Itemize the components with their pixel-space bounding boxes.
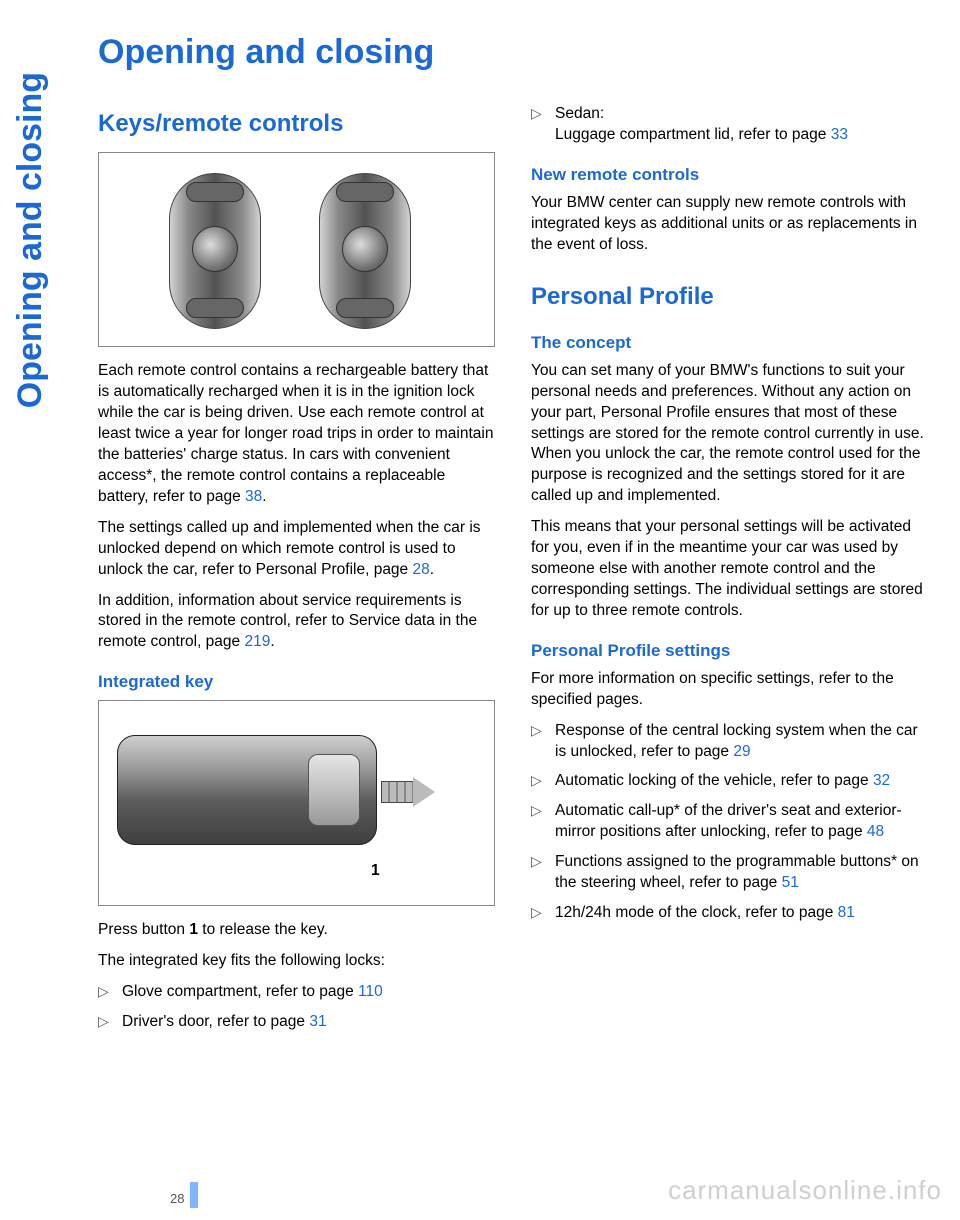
paragraph: You can set many of your BMW's functions… (531, 361, 928, 507)
heading-personal-profile: Personal Profile (531, 281, 928, 313)
page-indicator-bar (190, 1182, 198, 1208)
page-title: Opening and closing (98, 30, 928, 76)
watermark-brand: carmanualsonline.info (668, 1173, 942, 1208)
page-ref-link[interactable]: 48 (867, 823, 884, 840)
page-ref-link[interactable]: 81 (838, 904, 855, 921)
left-column: Keys/remote controls (98, 104, 495, 1042)
page-number: 28 (170, 1190, 184, 1208)
heading-new-remote: New remote controls (531, 164, 928, 187)
text: 12h/24h mode of the clock, refer to page (555, 904, 838, 921)
key-body-icon (117, 735, 377, 845)
page-ref-link[interactable]: 51 (782, 874, 799, 891)
page-content: Opening and closing Keys/remote controls (98, 30, 928, 1042)
side-tab-label: Opening and closing (8, 72, 54, 408)
list-item: Sedan: Luggage compartment lid, refer to… (531, 104, 928, 146)
heading-concept: The concept (531, 332, 928, 355)
text: . (262, 488, 266, 505)
page-ref-link[interactable]: 29 (733, 743, 750, 760)
remote-fob-icon (169, 173, 261, 329)
figure-integrated-key: 1 (98, 700, 495, 906)
text: . (270, 633, 274, 650)
text: Glove compartment, refer to page (122, 983, 358, 1000)
text: Luggage compartment lid, refer to page (555, 126, 831, 143)
text: Automatic locking of the vehicle, refer … (555, 772, 873, 789)
text: Automatic call-up* of the driver's seat … (555, 802, 902, 840)
page-ref-link[interactable]: 33 (831, 126, 848, 143)
page-number-area: 28 (170, 1182, 198, 1208)
paragraph: Press button 1 to release the key. (98, 920, 495, 941)
list-item: Response of the central locking system w… (531, 721, 928, 763)
paragraph: The settings called up and implemented w… (98, 518, 495, 581)
paragraph: Each remote control contains a rechargea… (98, 361, 495, 507)
list-item: Automatic call-up* of the driver's seat … (531, 801, 928, 843)
lock-list-cont: Sedan: Luggage compartment lid, refer to… (531, 104, 928, 146)
page-ref-link[interactable]: 28 (412, 561, 429, 578)
right-column: Sedan: Luggage compartment lid, refer to… (531, 104, 928, 1042)
figure-remote-fobs (98, 152, 495, 347)
callout-1: 1 (371, 861, 380, 882)
text: Sedan: (555, 104, 928, 125)
page-ref-link[interactable]: 31 (309, 1013, 326, 1030)
list-item: Driver's door, refer to page 31 (98, 1012, 495, 1033)
heading-keys: Keys/remote controls (98, 108, 495, 140)
list-item: 12h/24h mode of the clock, refer to page… (531, 903, 928, 924)
key-blade-arrow-icon (381, 781, 439, 803)
page-ref-link[interactable]: 219 (244, 633, 270, 650)
text: . (430, 561, 434, 578)
heading-integrated-key: Integrated key (98, 671, 495, 694)
side-tab: Opening and closing (8, 30, 54, 450)
text: In addition, information about service r… (98, 592, 477, 651)
lock-list: Glove compartment, refer to page 110 Dri… (98, 982, 495, 1033)
text: Driver's door, refer to page (122, 1013, 309, 1030)
text: Each remote control contains a rechargea… (98, 362, 493, 505)
paragraph: The integrated key fits the following lo… (98, 951, 495, 972)
paragraph: Your BMW center can supply new remote co… (531, 193, 928, 256)
page-ref-link[interactable]: 32 (873, 772, 890, 789)
page-ref-link[interactable]: 38 (245, 488, 262, 505)
list-item: Functions assigned to the programmable b… (531, 852, 928, 894)
paragraph: In addition, information about service r… (98, 591, 495, 654)
list-item: Glove compartment, refer to page 110 (98, 982, 495, 1003)
text: Functions assigned to the programmable b… (555, 853, 919, 891)
settings-list: Response of the central locking system w… (531, 721, 928, 924)
list-item: Automatic locking of the vehicle, refer … (531, 771, 928, 792)
paragraph: For more information on specific setting… (531, 669, 928, 711)
page-ref-link[interactable]: 110 (358, 983, 383, 1000)
paragraph: This means that your personal settings w… (531, 517, 928, 622)
remote-fob-icon (319, 173, 411, 329)
heading-pp-settings: Personal Profile settings (531, 640, 928, 663)
